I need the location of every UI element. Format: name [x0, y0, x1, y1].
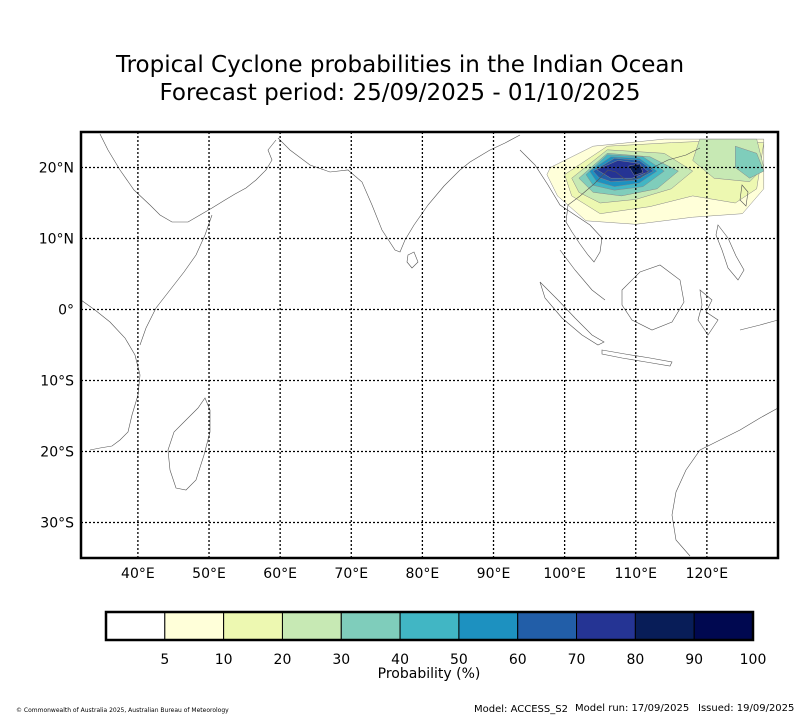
- model-run-text: Model run: 17/09/2025: [575, 703, 690, 714]
- longitude-tick-label: 90°E: [477, 566, 511, 582]
- coastline-sumatra: [539, 281, 605, 346]
- colorbar-tick-label: 40: [391, 652, 409, 668]
- longitude-tick-label: 40°E: [121, 566, 155, 582]
- latitude-tick-label: 10°N: [39, 232, 74, 248]
- issued-text: Issued: 19/09/2025: [698, 703, 795, 714]
- copyright-text: © Commonwealth of Australia 2025, Austra…: [16, 707, 229, 714]
- colorbar-tick-label: 70: [568, 652, 586, 668]
- colorbar-swatch: [164, 611, 225, 641]
- graticule: [81, 132, 778, 558]
- colorbar-label: Probability (%): [378, 666, 481, 682]
- longitude-tick-label: 120°E: [686, 566, 729, 582]
- model-text: Model: ACCESS_S2: [474, 704, 568, 715]
- coastlines: [81, 133, 778, 557]
- coastline-srilanka: [406, 251, 419, 269]
- colorbar-swatch: [340, 611, 401, 641]
- coastline-horn: [139, 214, 213, 346]
- colorbar: 5 10 20 30 40 50 60 70 80 90 100: [104, 610, 767, 668]
- colorbar-tick-label: 60: [509, 652, 527, 668]
- coastline-arabia: [99, 133, 277, 223]
- latitude-tick-label: 0°: [58, 303, 74, 319]
- colorbar-tick-label: 90: [685, 652, 703, 668]
- colorbar-swatch: [693, 611, 754, 641]
- colorbar-swatch: [223, 611, 283, 641]
- coastline-java: [601, 349, 673, 367]
- longitude-tick-label: 110°E: [614, 566, 657, 582]
- colorbar-tick-label: 50: [450, 652, 468, 668]
- coastline-africa: [81, 299, 141, 451]
- latitude-tick-label: 20°S: [40, 445, 74, 461]
- coastline-borneo: [621, 264, 685, 331]
- coastline-philippines: [715, 224, 745, 281]
- map-frame: [79, 130, 780, 560]
- coastline-sulawesi: [697, 289, 719, 336]
- colorbar-swatch: [634, 611, 695, 641]
- longitude-ticks: 40°E 50°E 60°E 70°E 80°E 90°E 100°E 110°E 120°E: [121, 566, 728, 582]
- coastline-australia: [671, 407, 778, 557]
- colorbar-tick-label: 20: [274, 652, 292, 668]
- colorbar-tick-label: 10: [215, 652, 233, 668]
- latitude-ticks: 20°N 10°N 0° 10°S 20°S 30°S: [39, 161, 74, 532]
- coastline-malay: [559, 249, 606, 301]
- coastline-madagascar: [167, 397, 211, 491]
- colorbar-swatch: [105, 611, 166, 641]
- latitude-tick-label: 20°N: [39, 161, 74, 177]
- colorbar-swatch: [399, 611, 460, 641]
- coastline-newguinea: [739, 319, 778, 331]
- latitude-tick-label: 10°S: [40, 374, 74, 390]
- chart-subtitle: Forecast period: 25/09/2025 - 01/10/2025: [159, 80, 641, 106]
- probability-regions: [546, 138, 765, 225]
- colorbar-swatch: [281, 611, 342, 641]
- colorbar-swatch: [458, 611, 519, 641]
- longitude-tick-label: 100°E: [543, 566, 586, 582]
- probability-region-30-5: [735, 145, 765, 179]
- coastline-india: [277, 134, 521, 253]
- colorbar-tick-label: 5: [160, 652, 169, 668]
- colorbar-swatch: [517, 611, 578, 641]
- longitude-tick-label: 60°E: [263, 566, 297, 582]
- latitude-tick-label: 30°S: [40, 516, 74, 532]
- colorbar-frame: [104, 610, 755, 642]
- longitude-tick-label: 80°E: [406, 566, 440, 582]
- coastline-taiwan: [739, 184, 749, 207]
- colorbar-tick-label: 100: [740, 652, 767, 668]
- longitude-tick-label: 50°E: [192, 566, 226, 582]
- colorbar-tick-label: 80: [626, 652, 644, 668]
- chart-title: Tropical Cyclone probabilities in the In…: [115, 52, 685, 78]
- colorbar-tick-label: 30: [332, 652, 350, 668]
- longitude-tick-label: 70°E: [334, 566, 368, 582]
- colorbar-swatch: [576, 611, 636, 641]
- coastline-indochina: [519, 147, 701, 263]
